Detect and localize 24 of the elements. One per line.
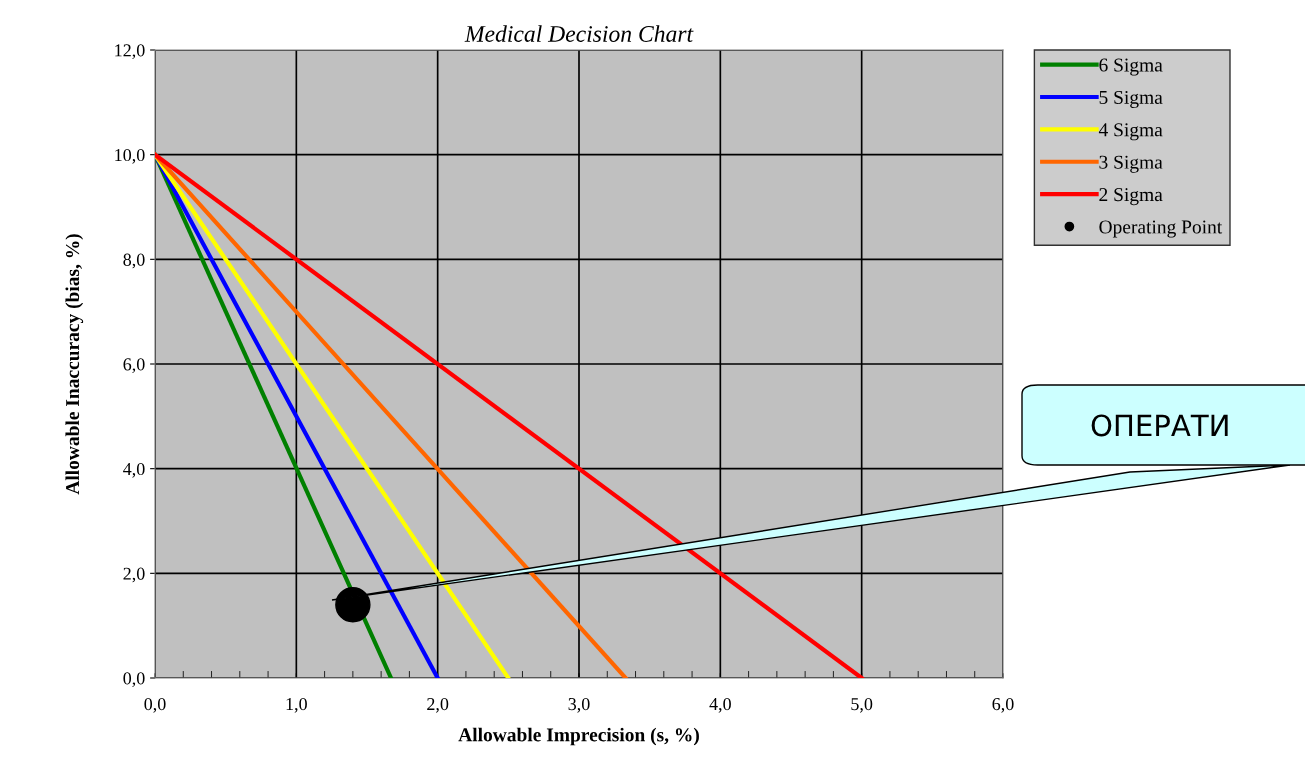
chart-title: Medical Decision Chart: [464, 25, 694, 42]
x-tick-label: 4,0: [709, 697, 731, 713]
legend-label: 4 Sigma: [1098, 123, 1163, 141]
x-tick-label: 6,0: [992, 697, 1014, 713]
y-tick-label: 8,0: [123, 253, 145, 269]
y-axis-title: Allowable Inaccuracy (bias, %): [65, 234, 84, 495]
x-tick-label: 3,0: [568, 697, 590, 713]
text: ОПЕРАТИ: [1091, 414, 1228, 437]
y-tick-label: 10,0: [115, 148, 145, 164]
x-tick-label: 5,0: [851, 697, 873, 713]
legend-label: 2 Sigma: [1099, 188, 1163, 206]
y-tick-label: 12,0: [115, 44, 145, 60]
x-axis-title: Allowable Imprecision (s, %): [458, 727, 699, 746]
x-tick-label: 2,0: [427, 697, 449, 713]
legend-label: 3 Sigma: [1099, 155, 1163, 173]
x-tick-label: 0,0: [144, 697, 166, 713]
y-tick-label: 4,0: [123, 462, 145, 478]
y-tick-label: 2,0: [123, 567, 145, 583]
x-tick-label: 1,0: [286, 697, 307, 713]
y-tick-label: 6,0: [123, 358, 145, 374]
legend-label: Operating Point: [1099, 220, 1223, 238]
legend-label: 6 Sigma: [1099, 58, 1163, 76]
legend-label: 5 Sigma: [1099, 90, 1163, 108]
y-tick-label: 0,0: [123, 672, 145, 688]
